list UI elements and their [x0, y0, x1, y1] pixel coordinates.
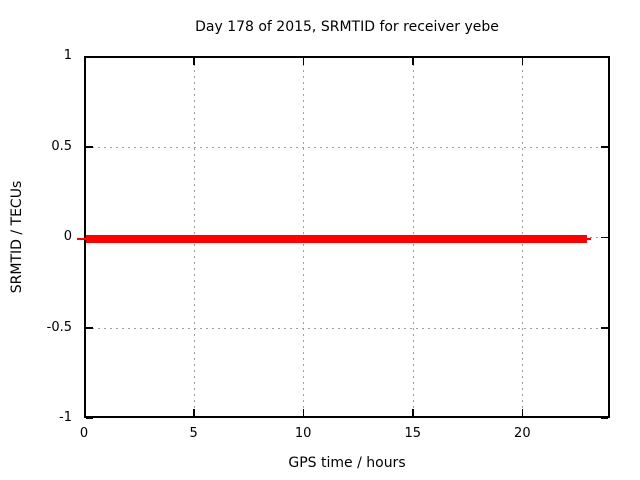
x-tick-mark-top: [412, 58, 414, 65]
y-tick-label: 1: [63, 48, 72, 63]
x-tick-mark: [412, 409, 414, 416]
y-tick-label: -1: [59, 410, 72, 425]
x-tick-mark-top: [193, 58, 195, 65]
y-gridline: [86, 327, 608, 329]
x-axis-label: GPS time / hours: [288, 455, 406, 471]
y-tick-label: 0.5: [51, 138, 72, 154]
y-tick-mark: [86, 327, 93, 329]
x-tick-mark-top: [521, 58, 524, 65]
x-tick-mark-top: [83, 58, 85, 65]
y-tick-mark: [86, 146, 93, 148]
x-tick-mark: [83, 409, 85, 416]
y-tick-mark: [86, 417, 93, 419]
y-tick-label: -0.5: [46, 319, 72, 335]
y-tick-mark-right: [601, 417, 608, 419]
y-tick-mark-right: [601, 327, 608, 329]
plot-area: [77, 55, 610, 419]
y-tick-mark-right: [601, 146, 608, 148]
x-tick-mark: [521, 409, 524, 416]
x-tick-mark-top: [302, 58, 305, 65]
x-tick-label: 20: [514, 426, 531, 441]
x-tick-mark: [193, 409, 195, 416]
y-tick-mark-right: [601, 236, 608, 238]
chart-title: Day 178 of 2015, SRMTID for receiver yeb…: [195, 19, 499, 35]
y-tick-mark-right: [601, 55, 608, 57]
x-tick-label: 15: [404, 426, 422, 441]
y-tick-label: 0: [63, 229, 72, 244]
series-line-cap-right: [586, 238, 591, 240]
x-tick-label: 5: [189, 426, 198, 441]
series-line: [86, 235, 587, 243]
x-tick-label: 10: [294, 426, 312, 441]
y-tick-mark: [86, 55, 93, 57]
y-gridline: [86, 146, 608, 148]
series-line-cap-left: [77, 238, 86, 240]
x-tick-mark: [302, 409, 305, 416]
x-tick-label: 0: [79, 426, 89, 441]
